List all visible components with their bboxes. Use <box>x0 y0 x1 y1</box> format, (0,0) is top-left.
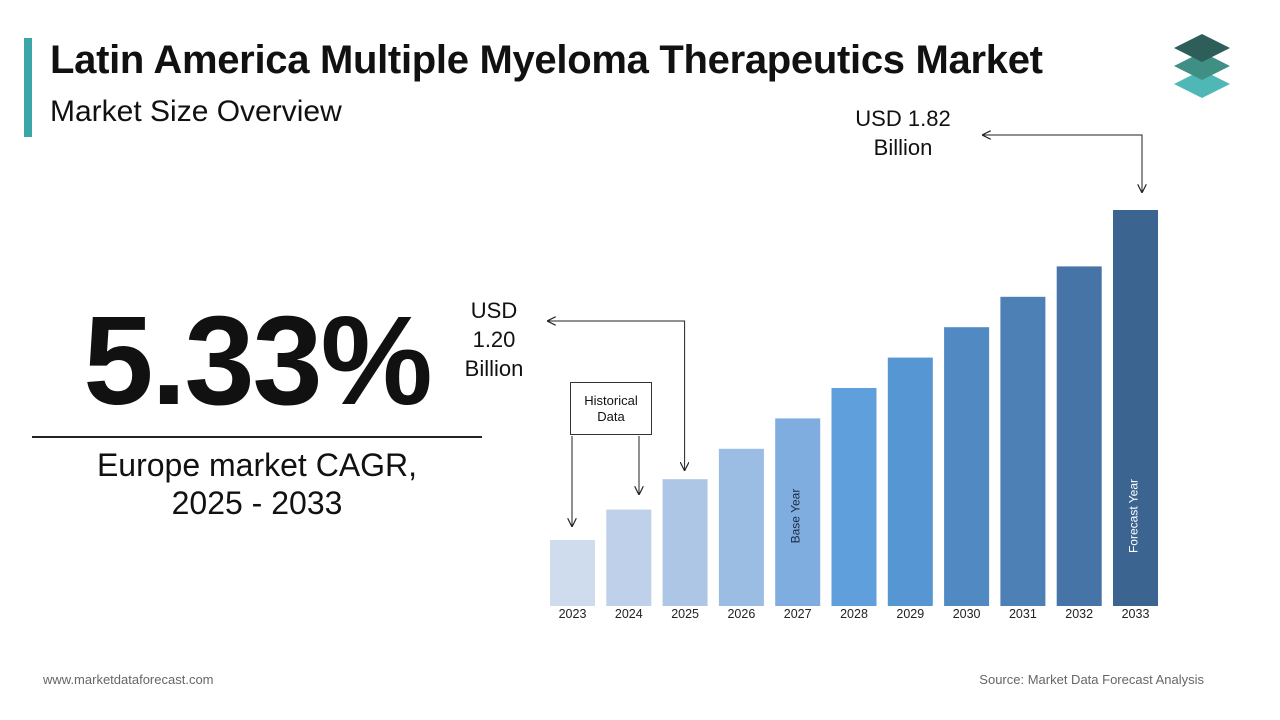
start-value-callout: USD 1.20 Billion <box>464 298 524 381</box>
kpi-divider <box>32 436 482 438</box>
footer-website: www.marketdataforecast.com <box>43 672 214 687</box>
bar-2024 <box>606 509 652 606</box>
bar-2029 <box>887 357 933 606</box>
end-value-callout: USD 1.82 Billion <box>855 106 951 160</box>
page-title: Latin America Multiple Myeloma Therapeut… <box>50 38 1043 82</box>
x-tick-label: 2023 <box>559 607 587 621</box>
bar-2031 <box>1000 296 1046 606</box>
forecast-year-label: Forecast Year <box>1127 479 1141 553</box>
start-value-connector <box>548 321 685 470</box>
bar-2023 <box>550 540 595 606</box>
x-tick-label: 2033 <box>1122 607 1150 621</box>
bar-2032 <box>1056 266 1102 606</box>
x-tick-label: 2030 <box>953 607 981 621</box>
cagr-label: Europe market CAGR, 2025 - 2033 <box>32 446 482 522</box>
x-tick-labels-group: 2023 2024 2025 2026 2027 2028 2029 2030 2031 2032… <box>559 607 1150 621</box>
x-tick-label: 2029 <box>896 607 924 621</box>
page-subtitle: Market Size Overview <box>50 95 342 128</box>
x-tick-label: 2028 <box>840 607 868 621</box>
x-tick-label: 2024 <box>615 607 643 621</box>
bar-2033 <box>1113 210 1158 606</box>
title-accent-bar <box>24 38 32 137</box>
historical-data-label: Historical Data <box>570 382 652 435</box>
bar-2025 <box>662 479 708 606</box>
footer-source: Source: Market Data Forecast Analysis <box>979 672 1204 687</box>
x-tick-label: 2031 <box>1009 607 1037 621</box>
cagr-label-line2: 2025 - 2033 <box>171 485 343 521</box>
bars-group <box>550 210 1158 606</box>
bar-2028 <box>831 388 877 606</box>
bar-2027 <box>775 418 821 606</box>
x-tick-label: 2026 <box>727 607 755 621</box>
end-value-connector <box>983 135 1142 192</box>
x-tick-label: 2025 <box>671 607 699 621</box>
bar-2026 <box>718 448 764 606</box>
brand-logo-icon <box>1174 34 1230 98</box>
cagr-value: 5.33% <box>83 290 432 431</box>
bar-2030 <box>944 327 990 606</box>
cagr-label-line1: Europe market CAGR, <box>96 447 418 483</box>
annotations-group: Base Year Forecast Year <box>548 135 1142 553</box>
base-year-label: Base Year <box>789 489 803 544</box>
x-tick-label: 2027 <box>784 607 812 621</box>
x-tick-label: 2032 <box>1065 607 1093 621</box>
